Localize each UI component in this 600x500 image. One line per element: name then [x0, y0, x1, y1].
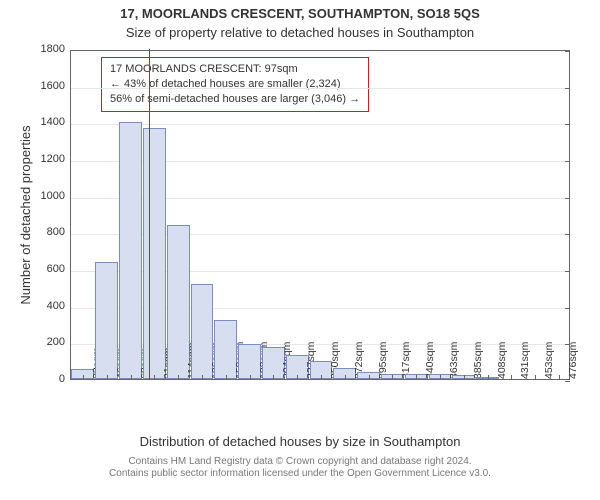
infobox-line: 17 MOORLANDS CRESCENT: 97sqm: [110, 62, 360, 77]
license-line-2: Contains public sector information licen…: [0, 468, 600, 480]
x-tick-mark: [107, 375, 108, 380]
chart-title: 17, MOORLANDS CRESCENT, SOUTHAMPTON, SO1…: [0, 6, 600, 21]
x-tick-mark: [488, 375, 489, 380]
y-tick-mark: [565, 88, 570, 89]
x-tick-label: 408sqm: [492, 342, 508, 379]
histogram-bar: [143, 128, 166, 379]
license-text: Contains HM Land Registry data © Crown c…: [0, 456, 600, 480]
x-tick-mark: [131, 375, 132, 380]
license-line-1: Contains HM Land Registry data © Crown c…: [0, 456, 600, 468]
x-tick-label: 385sqm: [468, 342, 484, 379]
y-tick-mark: [565, 271, 570, 272]
x-tick-label: 453sqm: [539, 342, 555, 379]
y-tick-label: 800: [47, 226, 71, 238]
x-tick-mark: [392, 375, 393, 380]
y-tick-label: 1600: [41, 80, 71, 92]
y-tick-mark: [565, 234, 570, 235]
y-tick-label: 0: [59, 373, 71, 385]
x-tick-mark: [369, 375, 370, 380]
x-tick-mark: [83, 375, 84, 380]
y-tick-label: 1800: [41, 43, 71, 55]
x-tick-mark: [154, 375, 155, 380]
chart-figure: 17, MOORLANDS CRESCENT, SOUTHAMPTON, SO1…: [0, 0, 600, 500]
x-tick-mark: [416, 375, 417, 380]
y-tick-label: 400: [47, 300, 71, 312]
plot-area: 17 MOORLANDS CRESCENT: 97sqm← 43% of det…: [70, 50, 570, 380]
x-tick-mark: [345, 375, 346, 380]
y-tick-label: 200: [47, 336, 71, 348]
x-tick-mark: [273, 375, 274, 380]
grid-line: [71, 124, 569, 125]
x-tick-mark: [202, 375, 203, 380]
x-tick-mark: [297, 375, 298, 380]
x-tick-mark: [321, 375, 322, 380]
y-tick-mark: [565, 51, 570, 52]
y-tick-label: 1200: [41, 153, 71, 165]
y-tick-label: 600: [47, 263, 71, 275]
x-tick-mark: [440, 375, 441, 380]
x-tick-mark: [511, 375, 512, 380]
reference-info-box: 17 MOORLANDS CRESCENT: 97sqm← 43% of det…: [101, 57, 369, 112]
y-tick-mark: [565, 381, 570, 382]
x-tick-mark: [250, 375, 251, 380]
x-tick-label: 363sqm: [444, 342, 460, 379]
grid-line: [71, 88, 569, 89]
y-tick-mark: [565, 124, 570, 125]
y-tick-label: 1400: [41, 116, 71, 128]
y-tick-mark: [565, 198, 570, 199]
x-tick-mark: [226, 375, 227, 380]
x-tick-mark: [464, 375, 465, 380]
x-axis-label: Distribution of detached houses by size …: [0, 434, 600, 449]
histogram-bar: [119, 122, 142, 379]
y-tick-label: 1000: [41, 190, 71, 202]
chart-subtitle: Size of property relative to detached ho…: [0, 25, 600, 40]
y-tick-mark: [565, 161, 570, 162]
reference-line: [149, 49, 150, 379]
x-tick-mark: [535, 375, 536, 380]
x-tick-mark: [178, 375, 179, 380]
x-tick-label: 340sqm: [420, 342, 436, 379]
x-tick-mark: [559, 375, 560, 380]
infobox-line: 56% of semi-detached houses are larger (…: [110, 92, 360, 107]
y-tick-mark: [565, 308, 570, 309]
x-tick-label: 431sqm: [515, 342, 531, 379]
x-tick-label: 476sqm: [563, 342, 579, 379]
infobox-line: ← 43% of detached houses are smaller (2,…: [110, 77, 360, 92]
y-axis-label: Number of detached properties: [18, 50, 33, 380]
